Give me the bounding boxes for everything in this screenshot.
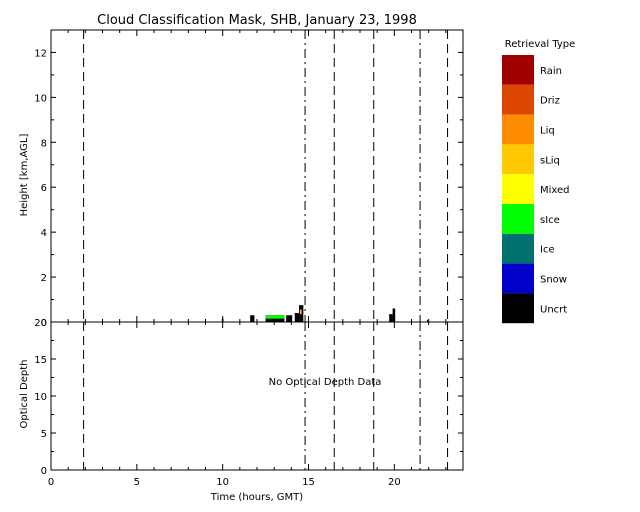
optical-depth-y-tick-label: 0: [41, 466, 47, 477]
legend-label-sliq: sLiq: [540, 155, 560, 166]
optical-depth-y-tick-label: 10: [34, 392, 47, 403]
optical-depth-y-tick-label: 15: [34, 355, 47, 366]
cloud-cell-uncrt: [389, 314, 393, 322]
legend-swatch-sliq: [502, 144, 534, 175]
height-axis-label: Height [km,AGL]: [19, 134, 30, 217]
legend-swatch-snow: [502, 263, 534, 294]
cloud-cell-uncrt: [221, 318, 224, 322]
legend-swatch-sice: [502, 204, 534, 234]
legend-swatch-mixed: [502, 174, 534, 204]
height-y-tick-label: 8: [41, 138, 47, 149]
height-plot-frame: [50, 29, 464, 323]
height-y-tick-label: 2: [41, 273, 47, 284]
optical-depth-plot-frame: [50, 321, 464, 471]
height-y-tick-label: 4: [41, 228, 47, 239]
legend-swatch-uncrt: [502, 293, 534, 324]
legend-label-ice: Ice: [540, 245, 555, 256]
legend-swatch-rain: [502, 55, 534, 85]
legend-label-liq: Liq: [540, 126, 555, 137]
height-y-tick-label: 0: [41, 318, 47, 329]
legend-label-driz: Driz: [540, 96, 560, 107]
retrieval-type-legend: Retrieval Type Rain Driz Liq sLiq Mixed sIce I…: [502, 39, 576, 324]
optical-depth-y-tick-label: 20: [34, 318, 47, 329]
legend-swatch-ice: [502, 233, 534, 264]
cloud-cell-uncrt: [392, 308, 396, 322]
legend-label-rain: Rain: [540, 66, 562, 77]
cloud-cell-uncrt: [286, 315, 293, 322]
chart-title: Cloud Classification Mask, SHB, January …: [97, 13, 417, 28]
legend-title: Retrieval Type: [505, 39, 576, 50]
optical-depth-x-tick-label: 0: [48, 477, 54, 488]
cloud-cell-sice: [265, 315, 285, 319]
legend-label-sice: sIce: [540, 215, 560, 226]
optical-depth-x-tick-label: 5: [134, 477, 140, 488]
cloud-cell-uncrt: [294, 313, 300, 322]
cloud-cell-sliq: [299, 309, 302, 315]
height-y-tick-label: 10: [34, 93, 47, 104]
legend-swatch-driz: [502, 84, 534, 115]
time-axis-label: Time (hours, GMT): [210, 492, 304, 503]
cloud-cell-uncrt: [250, 315, 255, 322]
height-panel: 0 2 4 6 8 10 12: [34, 29, 464, 329]
optical-depth-x-tick-label: 10: [216, 477, 229, 488]
height-y-tick-label: 6: [41, 183, 47, 194]
optical-depth-x-tick-label: 15: [302, 477, 315, 488]
height-y-tick-label: 12: [34, 48, 47, 59]
no-data-annotation: No Optical Depth Data: [269, 377, 382, 388]
optical-depth-axis-label: Optical Depth: [19, 360, 30, 429]
legend-label-uncrt: Uncrt: [540, 304, 567, 315]
legend-label-snow: Snow: [540, 275, 567, 286]
cloud-cell-uncrt: [426, 319, 428, 322]
optical-depth-x-tick-label: 20: [388, 477, 401, 488]
legend-label-mixed: Mixed: [540, 185, 570, 196]
optical-depth-y-tick-label: 5: [41, 429, 47, 440]
legend-swatch-liq: [502, 114, 534, 145]
